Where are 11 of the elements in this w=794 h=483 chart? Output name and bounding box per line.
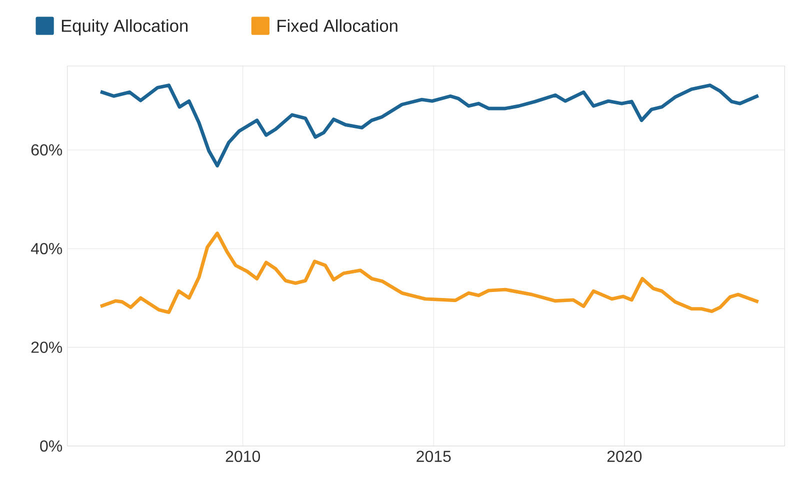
x-tick-label: 2015 (416, 450, 451, 462)
y-tick-label: 20% (31, 341, 62, 353)
x-tick-label: 2020 (607, 450, 642, 462)
y-tick-label: 60% (31, 144, 62, 156)
legend-label: Equity Allocation (62, 19, 188, 36)
line-series (98, 231, 760, 314)
line-series (98, 83, 760, 168)
y-tick-label: 0% (40, 440, 62, 452)
x-tick-label: 2010 (226, 450, 260, 462)
y-tick-label: 40% (30, 242, 62, 254)
legend-label: Fixed Allocation (278, 19, 398, 32)
